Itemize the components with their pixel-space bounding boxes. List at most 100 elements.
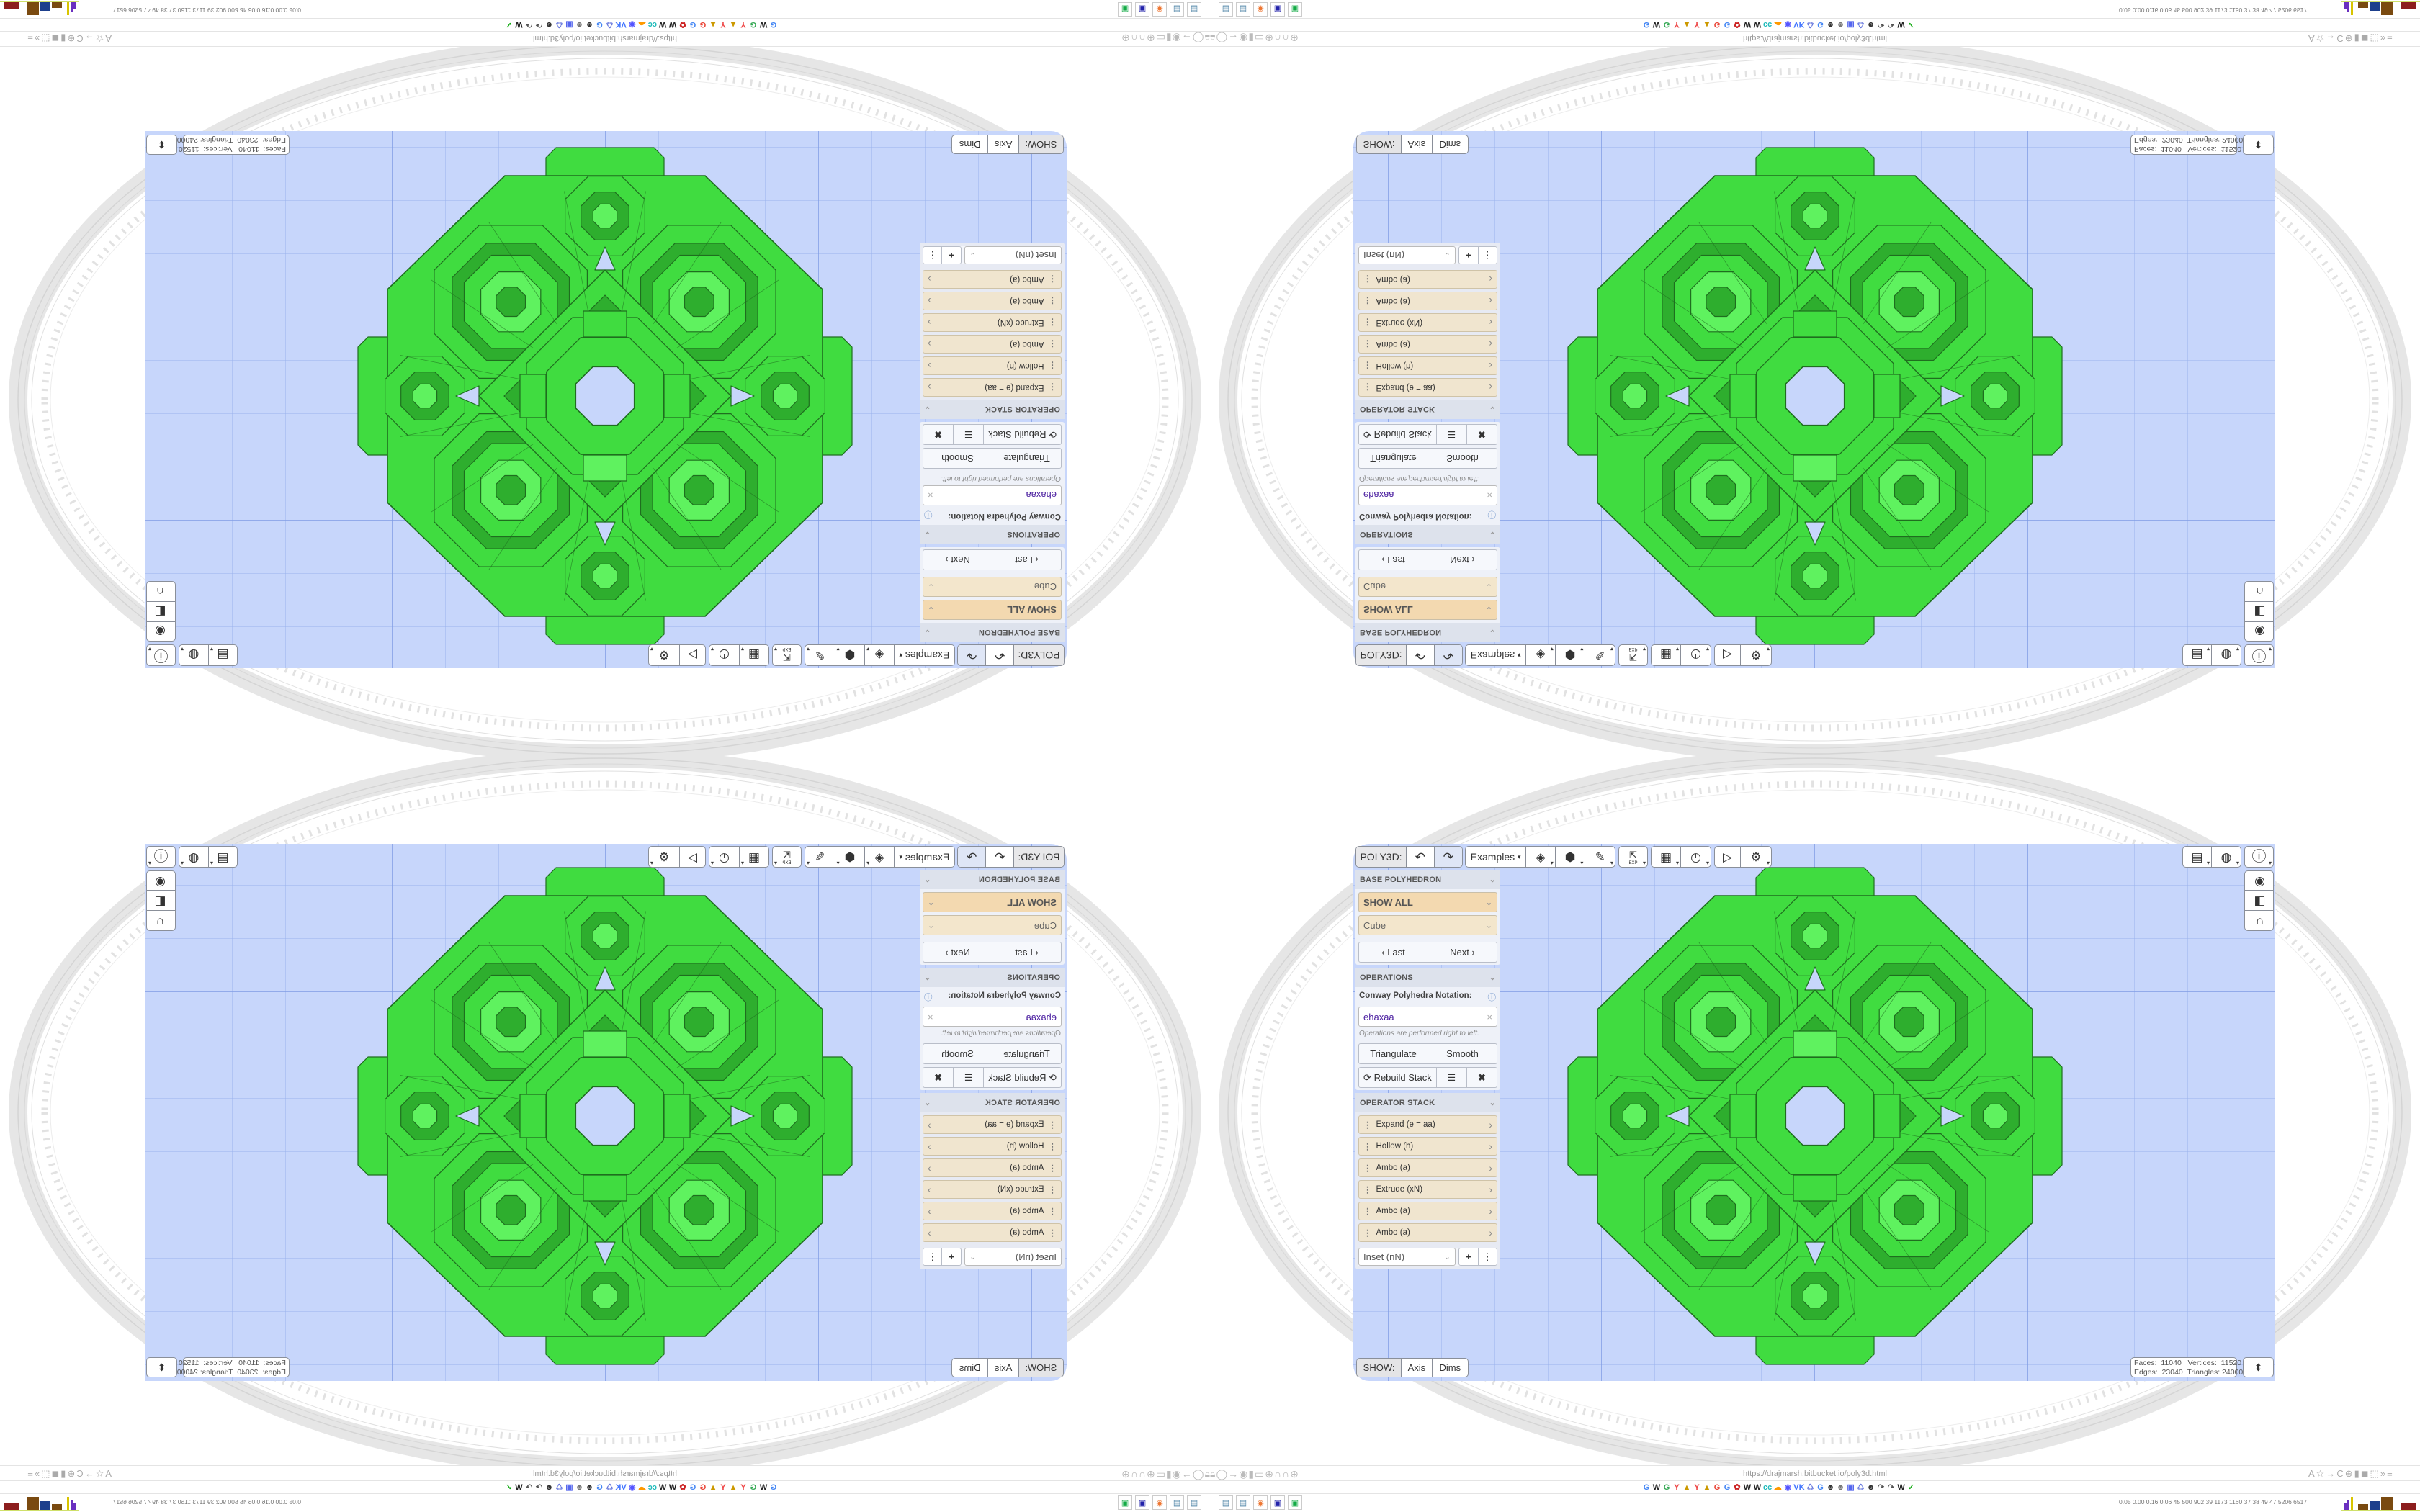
add-operator-select[interactable]: Inset (nN) ⌄ (964, 246, 1062, 264)
taskbar-app-icon[interactable]: ▤ (1187, 1495, 1201, 1510)
bookmark-icon[interactable]: ♺ (606, 20, 614, 29)
magnet-button[interactable]: ∩ (146, 582, 175, 601)
info-icon[interactable]: ⓘ (1487, 994, 1497, 1002)
settings-button[interactable]: ⚙ ▾ (1741, 847, 1771, 867)
drag-handle-icon[interactable]: ⋮ (1363, 296, 1372, 305)
bookmark-icon[interactable]: W (1753, 20, 1762, 29)
drag-handle-icon[interactable]: ⋮ (1048, 1143, 1057, 1151)
dims-toggle[interactable]: Dims (959, 139, 981, 150)
operator-stack-header[interactable]: OPERATOR STACK ⌄ (920, 1093, 1065, 1112)
taskbar-app-icon[interactable]: ▣ (1118, 1495, 1132, 1510)
bookmark-icon[interactable]: ☻ (585, 1483, 594, 1492)
bookmark-icon[interactable]: Y (1694, 1483, 1700, 1492)
bookmark-icon[interactable]: ☁ (1773, 20, 1782, 29)
fit-view-button[interactable]: ⬍ (2243, 1357, 2274, 1377)
bookmark-icon[interactable]: G (1643, 1483, 1650, 1492)
cube-button[interactable]: ⬢ ▾ (834, 847, 865, 867)
chevron-right-icon[interactable]: › (1489, 274, 1492, 285)
address-bar[interactable]: https://drajmarsh.bitbucket.io/poly3d.ht… (1743, 34, 1887, 42)
taskbar-app-icon[interactable]: ▣ (1288, 1495, 1302, 1510)
play-button[interactable]: ▷ (678, 645, 705, 665)
operator-stack-item[interactable]: ⋮ Ambo (a) › (923, 335, 1062, 354)
base-filter-select[interactable]: SHOW ALL ⌄ (1358, 892, 1497, 912)
taskbar-app-icon[interactable]: ▤ (1170, 2, 1184, 17)
undo-button[interactable]: ↶ (985, 847, 1013, 867)
bookmark-icon[interactable]: Y (720, 20, 726, 29)
bookmark-icon[interactable]: G (770, 20, 777, 29)
drag-handle-icon[interactable]: ⋮ (1048, 1229, 1057, 1238)
chevron-right-icon[interactable]: › (928, 274, 931, 285)
operator-stack-item[interactable]: ⋮ Ambo (a) › (1358, 335, 1497, 354)
bookmark-icon[interactable]: ☻ (1826, 1483, 1835, 1492)
operator-stack-item[interactable]: ⋮ Ambo (a) › (923, 292, 1062, 310)
bookmark-icon[interactable]: G (689, 1483, 696, 1492)
bookmark-icon[interactable]: ♺ (1857, 1483, 1865, 1492)
drag-handle-icon[interactable]: ⋮ (1363, 1207, 1372, 1216)
clear-icon[interactable]: × (928, 1011, 933, 1022)
dims-toggle[interactable]: Dims (1439, 139, 1461, 150)
bookmark-icon[interactable]: ♺ (1857, 20, 1865, 29)
chevron-right-icon[interactable]: › (928, 1184, 931, 1195)
operator-stack-item[interactable]: ⋮ Hollow (h) › (923, 1137, 1062, 1156)
globe-button[interactable]: ◍ ▾ (2212, 645, 2241, 665)
notation-input[interactable]: ehaxaa × (1358, 1007, 1497, 1027)
base-filter-select[interactable]: SHOW ALL ⌄ (923, 892, 1062, 912)
info-button[interactable]: ⓘ ▾ (2245, 645, 2273, 665)
bookmark-icon[interactable]: cc (1763, 1483, 1773, 1492)
taskbar-app-icon[interactable]: ▤ (1187, 2, 1201, 17)
bookmark-icon[interactable]: ☻ (575, 1483, 584, 1492)
bookmark-icon[interactable]: ☁ (638, 1483, 647, 1492)
polyhedron-render[interactable] (1541, 122, 2089, 670)
globe-button[interactable]: ◍ ▾ (179, 847, 208, 867)
notation-input[interactable]: ehaxaa × (1358, 485, 1497, 505)
chevron-right-icon[interactable]: › (928, 317, 931, 328)
bookmark-icon[interactable]: ↷ (525, 20, 533, 29)
fit-view-button[interactable]: ⬍ (146, 1357, 177, 1377)
redo-button[interactable]: ↷ (958, 645, 986, 665)
chevron-right-icon[interactable]: › (1489, 1119, 1492, 1130)
clear-icon[interactable]: × (928, 490, 933, 501)
last-button[interactable]: ‹ Last (1359, 550, 1428, 570)
axis-toggle[interactable]: Axis (1402, 135, 1433, 153)
bookmark-icon[interactable]: G (750, 20, 757, 29)
play-button[interactable]: ▷ (1715, 847, 1742, 867)
clear-icon[interactable]: × (1487, 1011, 1492, 1022)
operator-stack-item[interactable]: ⋮ Extrude (xN) › (923, 313, 1062, 332)
operator-stack-item[interactable]: ⋮ Ambo (a) › (1358, 1202, 1497, 1220)
bookmark-icon[interactable]: W (759, 20, 768, 29)
bookmark-icon[interactable]: ▲ (729, 20, 738, 29)
operations-header[interactable]: OPERATIONS ⌄ (920, 968, 1065, 987)
bookmark-icon[interactable]: W (668, 20, 677, 29)
drag-handle-icon[interactable]: ⋮ (1363, 339, 1372, 348)
operator-stack-item[interactable]: ⋮ Expand (e = aa) › (923, 378, 1062, 397)
bookmark-icon[interactable]: G (1643, 20, 1650, 29)
bookmark-icon[interactable]: Y (1674, 20, 1680, 29)
taskbar-app-icon[interactable]: ▤ (1219, 2, 1233, 17)
cube-button[interactable]: ⬢ ▾ (1556, 847, 1586, 867)
nav-icons[interactable]: 🔒︎◯→◉▮▭⊕∩∩⊕ (1210, 1468, 1299, 1480)
taskbar-app-icon[interactable]: ◉ (1253, 1495, 1268, 1510)
bookmark-icon[interactable]: G (1663, 20, 1670, 29)
drag-handle-icon[interactable]: ⋮ (1363, 1121, 1372, 1130)
operator-stack-item[interactable]: ⋮ Ambo (a) › (1358, 270, 1497, 289)
half-square-button[interactable]: ◧ (146, 891, 175, 911)
next-button[interactable]: Next › (1428, 550, 1497, 570)
chevron-right-icon[interactable]: › (928, 1140, 931, 1152)
bookmark-icon[interactable]: ✓ (505, 20, 513, 29)
bookmark-icon[interactable]: ▲ (709, 1483, 717, 1492)
chevron-right-icon[interactable]: › (1489, 1162, 1492, 1174)
browser-extension-icons[interactable]: A☆→C⊕▮◼⬚»≡ (2308, 33, 2394, 44)
address-bar[interactable]: https://drajmarsh.bitbucket.io/poly3d.ht… (1743, 1470, 1887, 1478)
last-button[interactable]: ‹ Last (1359, 942, 1428, 962)
calendar-button[interactable]: ▦ ▾ (738, 847, 768, 867)
bookmark-icon[interactable]: ▲ (709, 20, 717, 29)
list-button[interactable]: ☰ (953, 1068, 984, 1087)
bookmark-icon[interactable]: ☻ (1866, 20, 1876, 29)
bookmark-icon[interactable]: ↷ (1887, 1483, 1895, 1492)
bookmark-icon[interactable]: ♺ (1806, 1483, 1814, 1492)
bookmark-icon[interactable]: G (596, 1483, 603, 1492)
taskbar-app-icon[interactable]: ▣ (1135, 2, 1150, 17)
settings-button[interactable]: ⚙ ▾ (649, 645, 679, 665)
examples-dropdown[interactable]: Examples ▾ (1466, 645, 1527, 665)
info-icon[interactable]: ⓘ (924, 510, 933, 518)
